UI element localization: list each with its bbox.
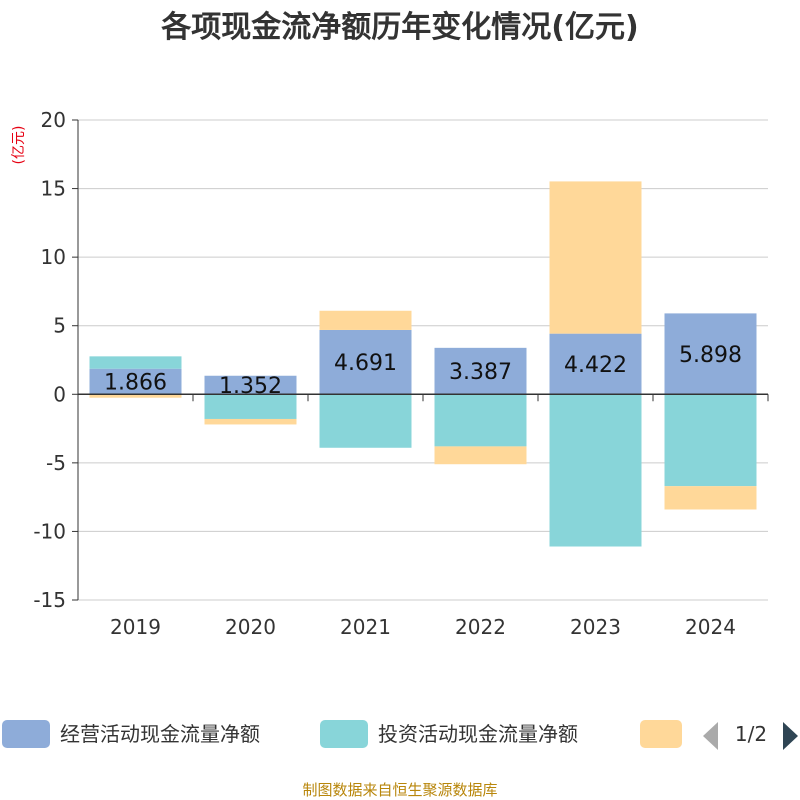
data-label: 4.691 — [334, 351, 397, 376]
chart-title: 各项现金流净额历年变化情况(亿元) — [160, 10, 638, 45]
legend-swatch-operating[interactable] — [2, 720, 50, 748]
data-label: 5.898 — [679, 343, 742, 368]
bar-series-1-2023[interactable] — [549, 394, 642, 547]
bar-series-2-2022[interactable] — [434, 446, 527, 465]
bar-series-0-2019[interactable] — [89, 368, 182, 395]
y-tick-label: 5 — [53, 314, 66, 338]
bar-series-1-2024[interactable] — [664, 394, 757, 487]
bar-series-2-2024[interactable] — [664, 486, 757, 510]
bar-series-0-2022[interactable] — [434, 347, 527, 395]
bar-series-1-2020[interactable] — [204, 394, 297, 419]
data-label: 4.422 — [564, 353, 627, 378]
footer-source: 制图数据来自恒生聚源数据库 — [302, 781, 497, 799]
legend-label-investing[interactable]: 投资活动现金流量净额 — [378, 722, 578, 746]
x-tick-label: 2019 — [110, 615, 161, 639]
y-tick-label: -5 — [46, 451, 66, 475]
data-labels: 1.866 1.352 4.691 3.387 4.422 5.898 — [104, 343, 742, 399]
data-label: 3.387 — [449, 360, 512, 385]
y-tick-label: -15 — [33, 588, 66, 612]
y-axis-label: (亿元) — [11, 126, 27, 165]
x-tick-labels: 2019 2020 2021 2022 2023 2024 — [110, 615, 736, 639]
y-tick-label: 0 — [53, 382, 66, 406]
y-tick-label: -10 — [33, 519, 66, 543]
bar-series-0-2021[interactable] — [319, 329, 412, 395]
bars — [89, 181, 757, 547]
x-tick-label: 2020 — [225, 615, 276, 639]
x-tick-label: 2024 — [685, 615, 736, 639]
bar-series-1-2019[interactable] — [89, 356, 182, 369]
bar-series-2-2020[interactable] — [204, 418, 297, 425]
bar-series-2-2019[interactable] — [89, 394, 182, 398]
data-label: 1.866 — [104, 370, 167, 395]
bar-series-0-2023[interactable] — [549, 333, 642, 395]
legend-swatch-investing[interactable] — [320, 720, 368, 748]
y-tick-label: 20 — [41, 108, 66, 132]
legend-page-indicator: 1/2 — [735, 722, 767, 746]
data-label: 1.352 — [219, 374, 282, 399]
bar-series-2-2023[interactable] — [549, 181, 642, 334]
x-tick-label: 2022 — [455, 615, 506, 639]
legend: 经营活动现金流量净额 投资活动现金流量净额 1/2 — [2, 720, 798, 750]
x-tick-label: 2023 — [570, 615, 621, 639]
legend-next-page-icon[interactable] — [783, 722, 798, 750]
x-tick-label: 2021 — [340, 615, 391, 639]
legend-swatch-financing[interactable] — [640, 720, 682, 748]
axes — [72, 119, 769, 601]
legend-prev-page-icon[interactable] — [703, 722, 718, 750]
y-tick-label: 10 — [41, 245, 66, 269]
y-tick-label: 15 — [41, 177, 66, 201]
grid-lines — [78, 119, 768, 601]
bar-series-2-2021[interactable] — [319, 310, 412, 330]
bar-series-0-2024[interactable] — [664, 313, 757, 395]
bar-series-1-2022[interactable] — [434, 394, 527, 447]
legend-label-operating[interactable]: 经营活动现金流量净额 — [60, 722, 260, 746]
y-tick-labels: 20 15 10 5 0 -5 -10 -15 — [33, 108, 66, 612]
bar-series-1-2021[interactable] — [319, 394, 412, 448]
bar-series-0-2020[interactable] — [204, 375, 297, 395]
